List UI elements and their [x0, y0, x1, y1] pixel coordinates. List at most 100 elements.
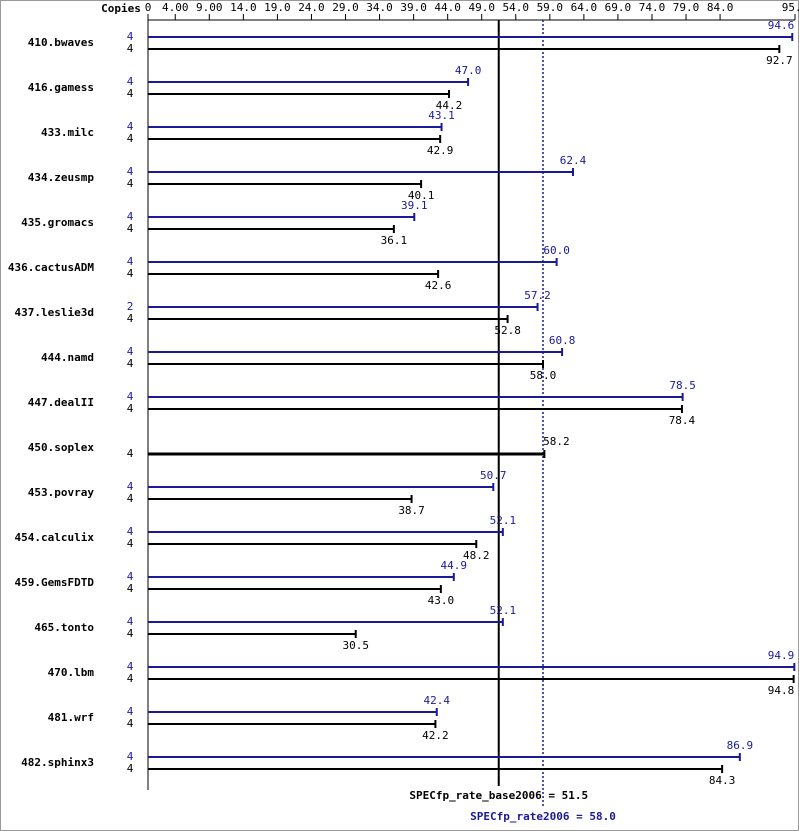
value-label: 44.2 [436, 99, 463, 112]
x-tick-label: 74.0 [639, 1, 666, 14]
value-label: 44.9 [441, 559, 468, 572]
category-label: 481.wrf [48, 711, 94, 724]
value-label: 84.3 [709, 774, 736, 787]
value-label: 47.0 [455, 64, 482, 77]
category-label: 410.bwaves [28, 36, 94, 49]
x-tick-label: 29.0 [332, 1, 359, 14]
value-label: 60.0 [543, 244, 570, 257]
category-label: 434.zeusmp [28, 171, 95, 184]
value-label: 78.4 [669, 414, 696, 427]
x-tick-label: 34.0 [366, 1, 393, 14]
copies-label: 4 [127, 165, 134, 178]
category-label: 459.GemsFDTD [15, 576, 95, 589]
copies-label: 4 [127, 672, 134, 685]
value-label: 42.2 [422, 729, 449, 742]
x-tick-label: 95.0 [782, 1, 799, 14]
copies-label: 4 [127, 210, 134, 223]
value-label: 43.1 [428, 109, 455, 122]
copies-label: 4 [127, 120, 134, 133]
value-label: 52.1 [490, 514, 517, 527]
copies-label: 4 [127, 525, 134, 538]
x-tick-label: 19.0 [264, 1, 291, 14]
copies-label: 4 [127, 705, 134, 718]
value-label: 42.6 [425, 279, 452, 292]
x-tick-label: 69.0 [605, 1, 632, 14]
x-tick-label: 64.0 [571, 1, 598, 14]
copies-label: 4 [127, 87, 134, 100]
copies-label: 4 [127, 345, 134, 358]
value-label: 39.1 [401, 199, 428, 212]
copies-label: 4 [127, 582, 134, 595]
value-label: 40.1 [408, 189, 435, 202]
value-label: 94.6 [768, 19, 795, 32]
value-label: 57.2 [524, 289, 551, 302]
value-label: 94.9 [768, 649, 795, 662]
x-tick-label: 4.00 [162, 1, 189, 14]
copies-label: 4 [127, 480, 134, 493]
value-label: 58.0 [530, 369, 557, 382]
value-label: 38.7 [398, 504, 425, 517]
copies-label: 4 [127, 615, 134, 628]
value-label: 86.9 [727, 739, 754, 752]
x-tick-label: 49.0 [468, 1, 495, 14]
category-label: 454.calculix [15, 531, 95, 544]
value-label: 42.4 [424, 694, 451, 707]
category-label: 482.sphinx3 [21, 756, 94, 769]
value-label: 30.5 [342, 639, 369, 652]
category-label: 436.cactusADM [8, 261, 94, 274]
value-label: 50.7 [480, 469, 507, 482]
category-label: 470.lbm [48, 666, 95, 679]
copies-label: 4 [127, 357, 134, 370]
value-label: 94.8 [768, 684, 795, 697]
category-label: 437.leslie3d [15, 306, 94, 319]
copies-label: 4 [127, 492, 134, 505]
value-label: 48.2 [463, 549, 490, 562]
value-label: 62.4 [560, 154, 587, 167]
value-label: 42.9 [427, 144, 454, 157]
copies-label: 4 [127, 762, 134, 775]
copies-label: 4 [127, 750, 134, 763]
category-label: 444.namd [41, 351, 94, 364]
x-tick-label: 14.0 [230, 1, 257, 14]
copies-label: 4 [127, 390, 134, 403]
x-tick-label: 79.0 [673, 1, 700, 14]
value-label: 78.5 [669, 379, 696, 392]
copies-label: 4 [127, 255, 134, 268]
copies-label: 4 [127, 717, 134, 730]
category-label: 465.tonto [34, 621, 94, 634]
category-label: 453.povray [28, 486, 95, 499]
x-tick-label: 0 [145, 1, 152, 14]
x-tick-label: 84.0 [707, 1, 734, 14]
copies-label: 4 [127, 267, 134, 280]
copies-label: 4 [127, 627, 134, 640]
category-label: 435.gromacs [21, 216, 94, 229]
copies-label: 4 [127, 75, 134, 88]
value-label: 52.8 [494, 324, 521, 337]
copies-label: 4 [127, 402, 134, 415]
copies-label: 4 [127, 660, 134, 673]
x-tick-label: 59.0 [537, 1, 564, 14]
copies-label: 4 [127, 132, 134, 145]
copies-label: 4 [127, 222, 134, 235]
copies-label: 4 [127, 30, 134, 43]
x-tick-label: 24.0 [298, 1, 325, 14]
x-tick-label: 9.00 [196, 1, 223, 14]
value-label: 92.7 [766, 54, 793, 67]
x-tick-label: 44.0 [434, 1, 461, 14]
category-label: 447.dealII [28, 396, 94, 409]
value-label: 43.0 [428, 594, 455, 607]
x-tick-label: 39.0 [400, 1, 427, 14]
value-label: 52.1 [490, 604, 517, 617]
copies-header: Copies [101, 2, 141, 15]
reference-label: SPECfp_rate2006 = 58.0 [470, 810, 616, 823]
copies-label: 4 [127, 177, 134, 190]
reference-label: SPECfp_rate_base2006 = 51.5 [409, 789, 588, 802]
x-tick-label: 54.0 [503, 1, 530, 14]
value-label: 36.1 [381, 234, 408, 247]
category-label: 416.gamess [28, 81, 94, 94]
copies-label: 2 [127, 300, 134, 313]
copies-label: 4 [127, 447, 134, 460]
copies-label: 4 [127, 42, 134, 55]
copies-label: 4 [127, 312, 134, 325]
